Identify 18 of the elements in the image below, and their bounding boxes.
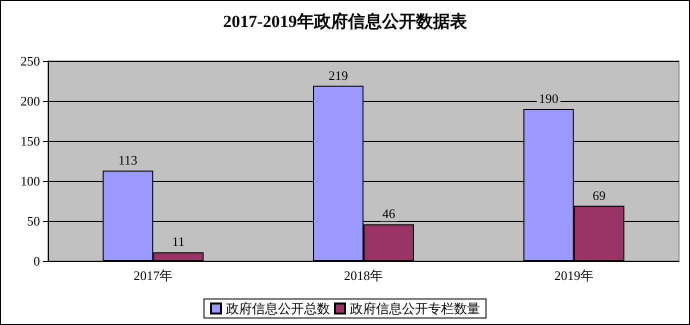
legend-label: 政府信息公开专栏数量 [350, 301, 480, 316]
y-tick-label: 100 [20, 174, 40, 188]
data-label: 113 [118, 152, 138, 168]
data-label: 11 [172, 234, 185, 250]
x-tick-label: 2017年 [134, 268, 173, 283]
data-label: 46 [382, 206, 396, 222]
data-label: 190 [538, 91, 558, 106]
chart-title: 2017-2019年政府信息公开数据表 [223, 12, 468, 31]
y-tick-label: 50 [27, 214, 40, 228]
x-tick-label: 2018年 [344, 268, 383, 283]
y-tick-label: 200 [20, 94, 40, 108]
data-label: 219 [328, 68, 348, 83]
y-tick-label: 150 [20, 134, 40, 148]
legend-label: 政府信息公开总数 [226, 301, 330, 316]
x-tick-label: 2019年 [554, 268, 594, 283]
y-tick-label: 250 [20, 54, 40, 68]
y-tick-label: 0 [34, 254, 40, 268]
data-label: 69 [592, 188, 606, 203]
